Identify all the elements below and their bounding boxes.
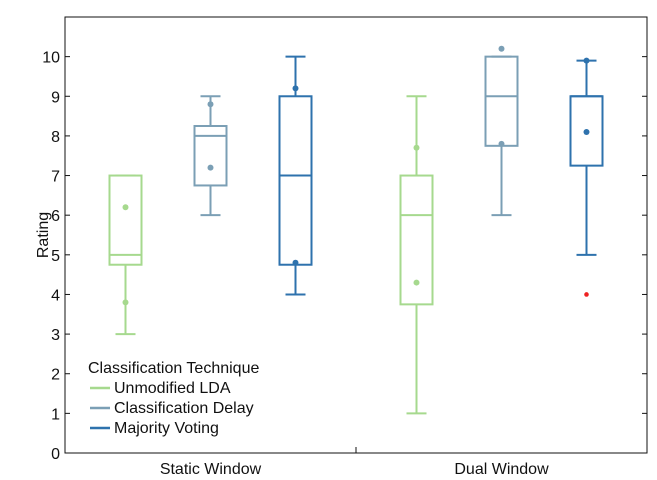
data-point xyxy=(122,299,129,306)
data-point xyxy=(413,279,420,286)
y-axis: 0 1 2 3 4 5 6 7 8 9 10 Static Window Dual Window xyxy=(42,50,647,478)
box-majority-voting xyxy=(569,57,604,297)
y-tick-label: 2 xyxy=(51,367,60,384)
box-iqr xyxy=(193,125,228,187)
box-iqr xyxy=(399,174,434,306)
legend-title: Classification Technique xyxy=(88,360,259,377)
y-tick-label: 1 xyxy=(51,406,60,423)
box-unmodified-lda xyxy=(399,95,434,415)
box-classification-delay xyxy=(193,95,228,217)
y-tick-label: 7 xyxy=(51,169,60,186)
y-tick-label: 8 xyxy=(51,129,60,146)
box-iqr xyxy=(278,95,313,266)
legend-entry: Unmodified LDA xyxy=(114,380,231,397)
data-point xyxy=(207,164,214,171)
box-iqr xyxy=(484,55,519,147)
data-point xyxy=(292,85,299,92)
data-point xyxy=(413,144,420,151)
y-tick-label: 0 xyxy=(51,446,60,463)
y-axis-title: Rating xyxy=(35,212,52,258)
y-tick-label: 4 xyxy=(51,287,60,304)
y-tick-label: 9 xyxy=(51,89,60,106)
x-group-label: Static Window xyxy=(160,461,262,478)
data-point xyxy=(122,204,129,211)
legend-entry: Classification Delay xyxy=(114,400,254,417)
box-unmodified-lda xyxy=(108,174,143,336)
legend: Classification Technique Unmodified LDA Cl… xyxy=(88,360,259,437)
legend-entry: Majority Voting xyxy=(114,420,219,437)
data-point xyxy=(207,101,214,108)
box-iqr xyxy=(108,174,143,266)
data-point xyxy=(583,128,590,135)
y-tick-label: 6 xyxy=(51,208,60,225)
box-majority-voting xyxy=(278,55,313,296)
x-group-label: Dual Window xyxy=(454,461,549,478)
data-point xyxy=(498,45,505,52)
box-marks xyxy=(108,45,604,415)
y-tick-label: 3 xyxy=(51,327,60,344)
data-point xyxy=(583,57,590,64)
outlier-point xyxy=(584,292,589,297)
y-tick-label: 10 xyxy=(42,50,60,67)
data-point xyxy=(292,259,299,266)
data-point xyxy=(498,140,505,147)
y-tick-label: 5 xyxy=(51,248,60,265)
box-classification-delay xyxy=(484,45,519,217)
